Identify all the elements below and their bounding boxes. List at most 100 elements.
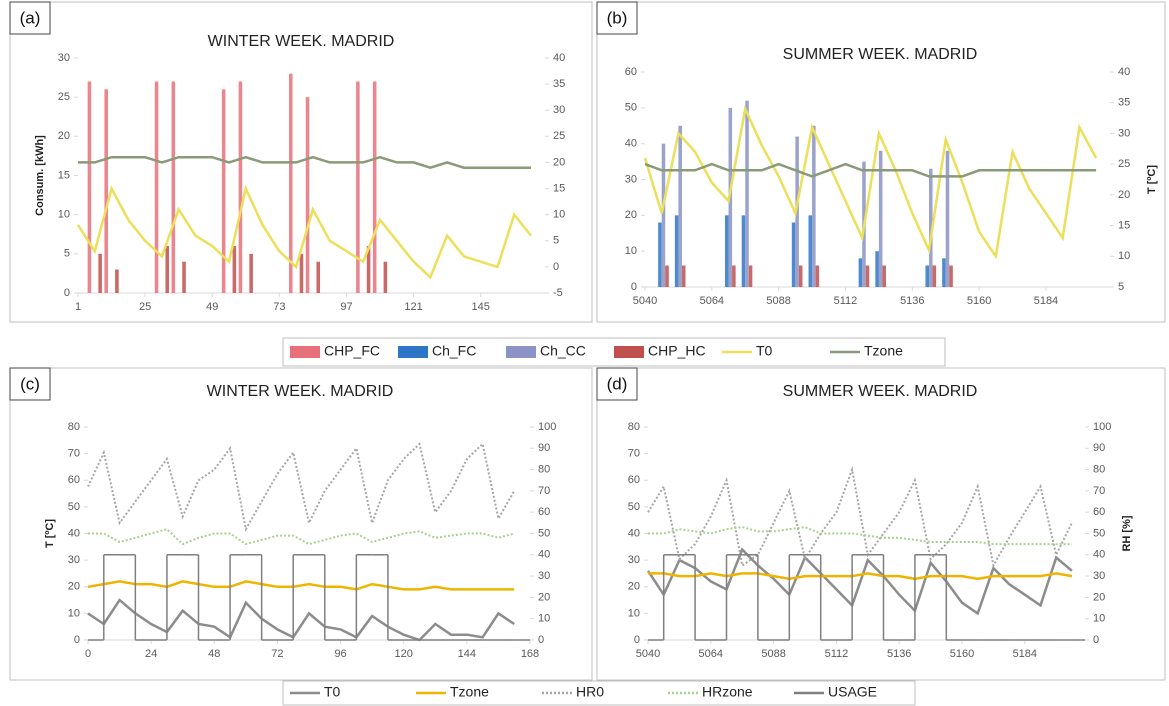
x-tick-label: 5136 <box>887 648 911 660</box>
y2-tick-label: 10 <box>1093 613 1105 625</box>
x-tick-label: 5136 <box>900 295 924 307</box>
series-line <box>87 598 515 642</box>
series-line <box>87 442 516 533</box>
bar <box>812 125 816 287</box>
x-tick-label: 5112 <box>825 648 849 660</box>
bar <box>798 265 803 287</box>
y-tick-label: 40 <box>625 138 637 150</box>
x-tick-label: 5160 <box>967 295 991 307</box>
y-tick-label: 20 <box>628 581 640 593</box>
panel-label: (c) <box>20 374 40 393</box>
y-tick-label: 60 <box>628 474 640 486</box>
series-line <box>646 547 1073 616</box>
bar <box>795 136 799 287</box>
panel-label: (a) <box>20 8 41 27</box>
legend-label: T0 <box>324 684 341 700</box>
bar <box>875 251 879 287</box>
bar <box>249 253 253 293</box>
y-tick-label: 50 <box>628 501 640 513</box>
x-tick-label: 73 <box>273 301 285 313</box>
bar <box>661 143 666 287</box>
y-tick-label: 30 <box>68 554 80 566</box>
chart-title: SUMMER WEEK. MADRID <box>783 383 978 400</box>
y2-tick-label: 10 <box>538 613 550 625</box>
y2-tick-label: 25 <box>553 130 565 142</box>
y-tick-label: 10 <box>625 245 637 257</box>
y-tick-label: 0 <box>634 634 640 646</box>
y2-tick-label: 15 <box>1118 219 1130 231</box>
panel-label-box <box>9 367 51 401</box>
y2-tick-label: 25 <box>1118 158 1130 170</box>
y2-tick-label: 30 <box>538 570 550 582</box>
panel-label: (d) <box>607 374 628 393</box>
x-tick-label: 24 <box>145 648 157 660</box>
x-tick-label: 5184 <box>1034 295 1058 307</box>
bar <box>171 81 176 293</box>
bar <box>748 265 753 287</box>
y2-tick-label: 0 <box>553 261 559 273</box>
bar <box>165 246 170 293</box>
y-tick-label: 10 <box>628 607 640 619</box>
legend-label: T0 <box>756 343 773 359</box>
legend-label: HRzone <box>702 684 753 700</box>
y2-tick-label: 90 <box>538 442 550 454</box>
series-line <box>648 526 1072 546</box>
chart-title: WINTER WEEK. MADRID <box>207 383 394 400</box>
bar <box>182 261 186 293</box>
y2-tick-label: 35 <box>1118 97 1130 109</box>
y2-tick-label: 35 <box>553 78 565 90</box>
x-tick-label: 1 <box>75 301 81 313</box>
y-tick-label: 30 <box>625 173 637 185</box>
bar <box>674 215 679 287</box>
y-tick-label: 60 <box>625 66 637 78</box>
y-tick-label: 80 <box>628 421 640 433</box>
y-tick-label: 10 <box>68 607 80 619</box>
y-axis-label: Consum. [kWh] <box>34 135 46 216</box>
bar <box>925 265 930 287</box>
bar <box>678 125 682 287</box>
y2-tick-label: 40 <box>1118 66 1130 78</box>
y2-tick-label: 100 <box>1093 421 1111 433</box>
legend-label: USAGE <box>828 684 877 700</box>
y-tick-label: 0 <box>64 287 70 299</box>
series-line <box>76 184 532 280</box>
bar <box>929 168 933 287</box>
y-tick-label: 80 <box>68 421 80 433</box>
x-tick-label: 97 <box>340 301 352 313</box>
y-tick-label: 70 <box>68 448 80 460</box>
y2-tick-label: 80 <box>1093 464 1105 476</box>
panel-frame <box>9 1 593 323</box>
x-tick-label: 5088 <box>766 295 790 307</box>
y-tick-label: 40 <box>628 527 640 539</box>
x-tick-label: 5040 <box>636 648 660 660</box>
x-tick-label: 72 <box>271 648 283 660</box>
y2-axis-label: RH [%] <box>1121 515 1133 551</box>
x-tick-label: 25 <box>139 301 151 313</box>
panel-frame <box>596 1 1166 323</box>
y-tick-label: 20 <box>68 581 80 593</box>
series-line <box>87 580 515 591</box>
bar <box>815 265 820 287</box>
y2-tick-label: 40 <box>1093 549 1105 561</box>
panel-frame <box>9 367 593 681</box>
y-tick-label: 10 <box>58 209 70 221</box>
x-tick-label: 5064 <box>700 295 724 307</box>
y2-tick-label: 5 <box>553 235 559 247</box>
y-axis-label: T [ºC] <box>44 519 56 548</box>
x-tick-label: 49 <box>206 301 218 313</box>
bar <box>154 81 159 293</box>
bar <box>87 81 92 293</box>
y-tick-label: 0 <box>631 281 637 293</box>
bar <box>745 100 749 288</box>
x-tick-label: 5184 <box>1013 648 1037 660</box>
x-tick-label: 168 <box>521 648 539 660</box>
x-tick-label: 144 <box>458 648 476 660</box>
bar <box>288 73 293 294</box>
y2-tick-label: 20 <box>1093 591 1105 603</box>
x-tick-label: 0 <box>85 648 91 660</box>
bar <box>858 258 863 287</box>
legend-label: Tzone <box>450 684 489 700</box>
y2-tick-label: 0 <box>538 634 544 646</box>
y-tick-label: 50 <box>68 501 80 513</box>
